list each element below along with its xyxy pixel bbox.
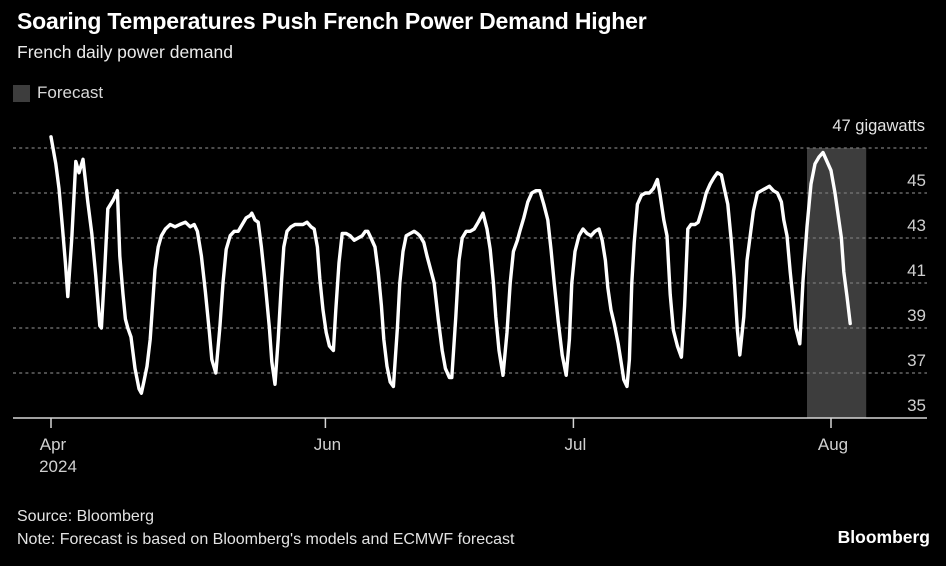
source-text: Source: Bloomberg	[17, 508, 154, 525]
x-axis-label: Apr	[40, 435, 67, 454]
legend: Forecast	[13, 83, 103, 103]
x-axis-label: Jul	[565, 435, 587, 454]
page-title: Soaring Temperatures Push French Power D…	[17, 8, 647, 34]
x-axis-label: Aug	[818, 435, 848, 454]
chart-subtitle: French daily power demand	[17, 42, 233, 62]
legend-label-forecast: Forecast	[37, 83, 104, 102]
x-axis-label: Jun	[314, 435, 341, 454]
y-axis-unit-label: 47 gigawatts	[832, 117, 925, 135]
x-axis-year-label: 2024	[39, 457, 77, 476]
y-axis-label: 35	[907, 396, 926, 415]
note-text: Note: Forecast is based on Bloomberg's m…	[17, 531, 515, 548]
forecast-swatch-icon	[13, 84, 30, 102]
y-axis-label: 37	[907, 351, 926, 370]
y-axis-label: 43	[907, 216, 926, 235]
bloomberg-logo: Bloomberg	[837, 527, 930, 547]
y-axis-label: 41	[907, 261, 926, 280]
y-axis-label: 45	[907, 171, 926, 190]
y-axis-label: 39	[907, 306, 926, 325]
demand-line	[49, 135, 852, 395]
